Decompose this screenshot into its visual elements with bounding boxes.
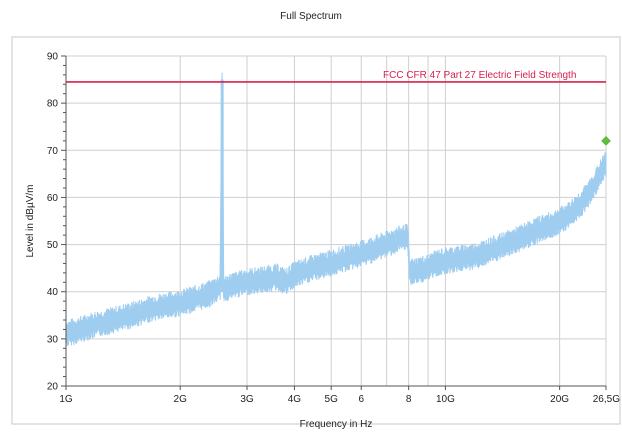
y-tick-label: 50: [47, 240, 59, 251]
y-tick-label: 90: [47, 52, 59, 63]
y-tick-label: 70: [47, 146, 59, 157]
x-tick-label: 1G: [59, 394, 73, 405]
limit-layer: FCC CFR 47 Part 27 Electric Field Streng…: [66, 70, 606, 83]
x-tick-label: 8: [406, 394, 412, 405]
x-tick-label: 10G: [436, 394, 455, 405]
y-tick-label: 60: [47, 193, 59, 204]
x-tick-label: 3G: [240, 394, 254, 405]
x-tick-label: 20G: [550, 394, 569, 405]
labels: 20 30 40 50 60 70 80 90 1G 2G 3G 4G 5G 6 8 10G 20G 26,5G F…: [25, 52, 620, 431]
x-tick-label: 2G: [174, 394, 188, 405]
spectrum-band: [65, 72, 607, 347]
axes: [61, 55, 607, 390]
series-layer: [65, 72, 607, 347]
marker-diamond: [601, 136, 611, 146]
x-tick-label: 6: [358, 394, 364, 405]
x-axis-label: Frequency in Hz: [300, 419, 373, 430]
x-tick-label: 5G: [325, 394, 339, 405]
y-tick-label: 80: [47, 99, 59, 110]
y-axis-label: Level in dBµV/m: [25, 184, 36, 257]
y-tick-label: 30: [47, 334, 59, 345]
chart-title: Full Spectrum: [280, 11, 342, 22]
marker-layer: [601, 136, 611, 146]
limit-line-label: FCC CFR 47 Part 27 Electric Field Streng…: [383, 70, 576, 81]
x-tick-label: 4G: [288, 394, 302, 405]
y-tick-label: 20: [47, 382, 59, 393]
y-tick-label: 40: [47, 287, 59, 298]
spectrum-trace: [65, 79, 607, 335]
x-tick-label: 26,5G: [593, 394, 620, 405]
